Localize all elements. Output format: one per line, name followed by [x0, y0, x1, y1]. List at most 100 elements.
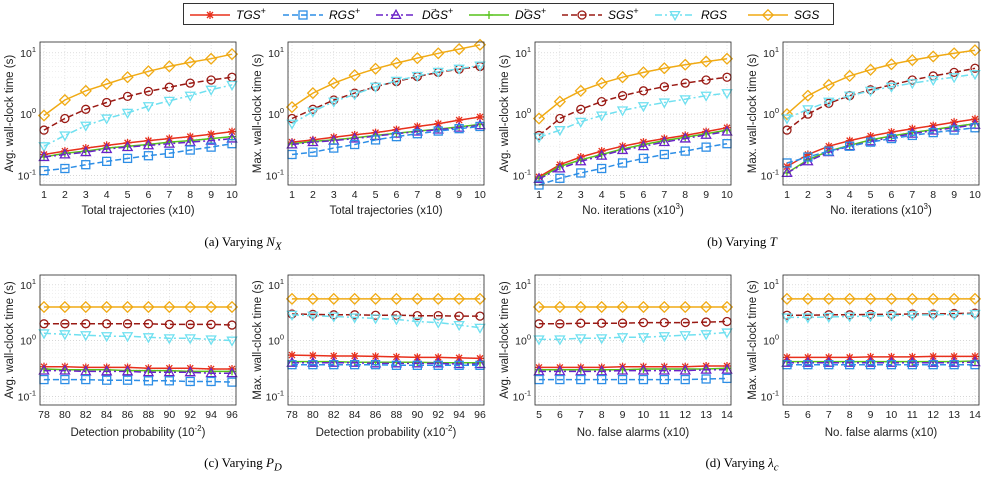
data-point-dgs_fwd_plus — [616, 143, 629, 155]
data-point-dgs_fwd_plus — [658, 364, 671, 375]
data-point-rgs_plus — [412, 129, 422, 139]
x-tick-label: 4 — [352, 189, 358, 201]
data-point-sgs — [553, 300, 567, 314]
x-tick-label: 10 — [226, 189, 238, 201]
series-line-dgs_bwd_plus — [538, 129, 728, 179]
data-point-dgs_fwd_plus — [700, 363, 712, 374]
data-point-dgs_fwd_plus — [533, 172, 545, 183]
data-point-rgs — [969, 309, 981, 321]
x-tick-label: 4 — [847, 189, 853, 201]
data-point-dgs_fwd_plus — [927, 356, 939, 367]
data-point-sgs — [100, 77, 113, 91]
data-point-rgs_plus — [350, 139, 360, 150]
data-point-rgs — [823, 97, 835, 108]
y-tick-label: 101 — [268, 45, 284, 60]
data-point-rgs — [390, 76, 403, 87]
y-tick-label: 100 — [515, 106, 531, 121]
x-axis-label: Total trajectories (x10) — [329, 205, 442, 217]
series-sgs — [37, 48, 239, 122]
data-point-sgs — [473, 292, 487, 305]
data-point-rgs — [205, 335, 217, 346]
x-tick-label: 8 — [187, 189, 193, 201]
series-dgs_fwd_plus — [533, 125, 733, 183]
data-point-dgs_fwd_plus — [721, 125, 733, 136]
data-point-sgs — [142, 300, 155, 314]
data-point-tgs_plus — [950, 352, 959, 361]
series-line-dgs_fwd_plus — [292, 362, 480, 365]
caption-c-prefix: (c) Varying — [204, 455, 267, 470]
data-point-rgs — [781, 114, 793, 125]
x-tick-label: 7 — [414, 189, 420, 201]
data-point-sgs — [100, 300, 113, 314]
series-rgs — [286, 310, 486, 334]
data-point-sgs — [432, 47, 445, 60]
series-rgs — [533, 328, 733, 346]
data-point-sgs — [801, 89, 815, 102]
data-point-rgs — [411, 71, 424, 83]
legend-marker — [669, 10, 681, 22]
data-point-sgs — [885, 58, 898, 71]
data-point-sgs_plus — [659, 82, 669, 92]
data-point-sgs_plus — [638, 86, 649, 96]
data-point-sgs_plus — [617, 318, 628, 328]
data-point-rgs — [864, 312, 877, 323]
series-line-tgs_plus — [291, 116, 481, 143]
series-sgs — [532, 300, 734, 314]
x-tick-label: 86 — [122, 409, 134, 421]
data-point-sgs — [822, 292, 835, 305]
series-sgs_plus — [534, 72, 732, 141]
series-line-dgs_fwd_plus — [44, 369, 232, 374]
data-point-rgs_plus — [701, 142, 711, 152]
series-sgs_plus — [534, 316, 732, 329]
data-point-dgs_fwd_plus — [121, 365, 134, 376]
data-point-dgs_fwd_plus — [432, 123, 444, 134]
y-axis-label: Avg. wall-clock time (s) — [499, 281, 511, 399]
series-line-dgs_bwd_plus — [539, 367, 728, 371]
data-point-sgs_plus — [659, 317, 669, 328]
axes-box — [534, 274, 732, 406]
legend-item-dgs_bwd_plus: ←DGS+ — [469, 4, 546, 22]
data-point-rgs — [390, 315, 403, 326]
data-point-dgs_fwd_plus — [637, 140, 650, 151]
data-point-dgs_fwd_plus — [948, 121, 960, 132]
data-point-dgs_fwd_plus — [927, 124, 939, 135]
data-point-rgs — [927, 75, 939, 87]
data-point-sgs — [142, 65, 155, 78]
data-point-sgs_plus — [81, 104, 91, 114]
data-point-rgs_plus — [659, 374, 669, 385]
x-tick-label: 6 — [641, 189, 647, 201]
data-point-sgs — [968, 292, 982, 305]
x-tick-label: 10 — [474, 189, 486, 201]
data-point-sgs_plus — [617, 91, 628, 101]
series-dgs_fwd_plus — [781, 356, 981, 367]
legend-item-tgs_plus: TGS+ — [190, 6, 266, 22]
data-point-rgs — [348, 313, 361, 324]
x-tick-label: 3 — [578, 189, 584, 201]
data-point-sgs_plus — [143, 319, 154, 329]
x-tick-label: 13 — [948, 409, 960, 421]
data-point-rgs_plus — [122, 153, 133, 164]
data-point-rgs_plus — [803, 152, 813, 162]
series-line-rgs_plus — [786, 127, 976, 164]
caption-b-math: T — [769, 234, 777, 249]
data-point-sgs_plus — [680, 78, 690, 88]
series-line-sgs_plus — [43, 76, 233, 131]
data-point-tgs_plus — [329, 351, 338, 360]
data-point-rgs_plus — [555, 374, 565, 385]
x-tick-label: 2 — [62, 189, 68, 201]
data-point-tgs_plus — [350, 351, 359, 360]
data-point-sgs_plus — [185, 319, 195, 330]
series-line-dgs_fwd_plus — [538, 130, 728, 180]
x-tick-label: 84 — [101, 409, 113, 421]
series-line-sgs_plus — [787, 312, 976, 316]
data-point-rgs_plus — [907, 360, 917, 370]
x-axis-label: No. iterations (x103) — [830, 202, 932, 217]
data-point-rgs — [80, 121, 92, 132]
series-line-tgs_plus — [539, 365, 727, 369]
data-point-rgs — [595, 111, 608, 122]
data-point-sgs — [369, 292, 382, 305]
data-point-rgs — [637, 333, 650, 344]
data-point-rgs — [700, 91, 712, 102]
data-point-rgs — [369, 82, 382, 93]
